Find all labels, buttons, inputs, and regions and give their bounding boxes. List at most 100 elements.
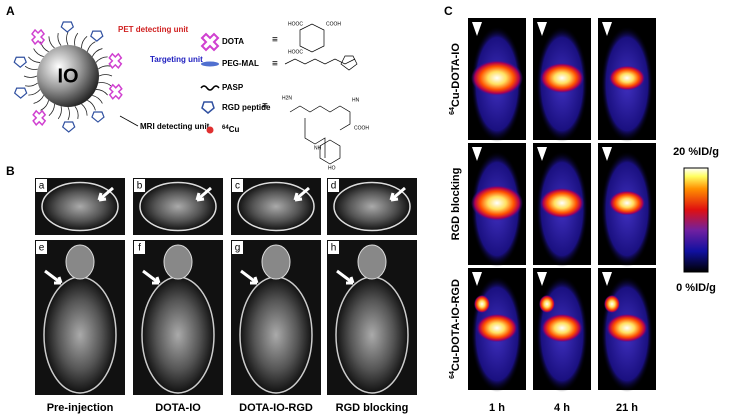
pet-tumor	[604, 295, 620, 313]
colorbar-max: 20 %ID/g	[673, 146, 719, 158]
polymer-chain	[98, 74, 113, 77]
letter-box	[328, 241, 339, 254]
legend-label: DOTA	[222, 37, 244, 46]
row-label-text: RGD blocking	[450, 168, 462, 241]
polymer-chain	[81, 103, 88, 116]
legend-label: RGD peptide	[222, 103, 271, 112]
column-label: 4 h	[554, 402, 570, 414]
dota-icon	[200, 32, 220, 52]
arrow	[97, 186, 114, 202]
polymer-chain	[74, 105, 79, 119]
polymer-chain	[87, 99, 96, 111]
polymer-chain	[33, 48, 44, 58]
chemical-structures: ≡ ≡ ≡	[262, 23, 358, 165]
polymer-chain	[98, 82, 112, 87]
chem-label: COOH	[326, 21, 341, 27]
image-letter: a	[39, 181, 45, 192]
chem-label: H2N	[282, 95, 292, 101]
row-label-sup: 64	[449, 107, 456, 115]
panel-label: B	[6, 164, 15, 178]
pet-hotspot	[476, 313, 518, 343]
letter-box	[232, 241, 243, 254]
polymer-chain	[28, 89, 41, 96]
polymer-chain	[66, 31, 69, 46]
image-letter: g	[235, 243, 241, 254]
chem-label: HO	[328, 165, 336, 171]
pet-hotspot	[539, 62, 585, 94]
letter-box	[328, 179, 339, 192]
mri-body	[239, 276, 313, 394]
pet-hotspot	[471, 185, 523, 221]
arrowhead	[537, 22, 547, 36]
peg-icon	[201, 61, 219, 67]
polymer-chain	[74, 32, 79, 46]
pet-hotspot	[608, 65, 646, 91]
letter-box	[36, 241, 47, 254]
caption: Pre-injection	[47, 402, 114, 414]
row-label-sup: 64	[449, 371, 456, 379]
mri-head	[357, 244, 387, 280]
colorbar	[683, 167, 709, 273]
row-label-text: Cu-DOTA-IO	[450, 43, 462, 107]
chem-label: NH	[314, 145, 322, 151]
polymer-chain	[95, 89, 108, 96]
mri-body	[335, 276, 409, 394]
image-letter: f	[138, 243, 141, 254]
pasp-icon	[200, 85, 220, 91]
legend-label: PEG-MAL	[222, 59, 259, 68]
mri-body	[139, 181, 217, 232]
rgd-icon	[201, 101, 215, 114]
annotation: PET detecting unit	[118, 25, 189, 34]
mri-body	[43, 276, 117, 394]
column-label: 1 h	[489, 402, 505, 414]
arrow	[336, 269, 355, 285]
rgd-unit	[13, 56, 27, 69]
arrowhead	[537, 272, 547, 286]
polymer-chain	[57, 106, 62, 120]
polymer-chain	[40, 41, 49, 53]
polymer-chain	[24, 65, 38, 70]
rgd-unit	[60, 21, 75, 33]
polymer-chain	[67, 106, 70, 121]
mri-head	[163, 244, 193, 280]
svg-text:≡: ≡	[272, 59, 278, 70]
rgd-unit	[61, 121, 76, 133]
arrowhead	[472, 22, 482, 36]
annotation: MRI detecting unit	[140, 122, 210, 131]
arrowhead	[537, 147, 547, 161]
polymer-chain	[81, 36, 88, 49]
row-label: 64Cu-DOTA-IO	[449, 43, 462, 115]
polymer-chain	[23, 75, 38, 78]
image-letter: h	[331, 243, 337, 254]
core-label: IO	[57, 65, 78, 87]
panel-label: A	[6, 4, 15, 18]
rgd-unit	[91, 111, 105, 123]
polymer-chain	[91, 48, 103, 57]
mri-head	[65, 244, 95, 280]
dota-unit	[31, 28, 46, 46]
arrow	[293, 186, 310, 202]
chem-label: COOH	[354, 125, 369, 131]
dota-unit	[108, 52, 123, 70]
io-core	[37, 45, 99, 107]
colorbar-min: 0 %ID/g	[676, 282, 716, 294]
arrowhead	[602, 22, 612, 36]
legend-label: PASP	[222, 83, 244, 92]
dota-unit	[108, 83, 123, 100]
svg-text:≡: ≡	[272, 35, 278, 46]
mri-body	[237, 181, 315, 232]
row-label-text: Cu-DOTA-IO-RGD	[450, 279, 462, 371]
arrowhead	[602, 272, 612, 286]
letter-box	[134, 241, 145, 254]
chemical-labels: HOOC COOH HOOC HN H2N NH COOH HO	[282, 21, 369, 171]
mri-head	[261, 244, 291, 280]
letter-box	[134, 179, 145, 192]
polymer-chain	[40, 100, 50, 111]
letter-box	[36, 179, 47, 192]
rgd-unit	[13, 87, 28, 99]
mri-body	[41, 181, 119, 232]
image-letter: b	[137, 181, 143, 192]
chem-label: HOOC	[288, 49, 303, 55]
caption: DOTA-IO	[155, 402, 201, 414]
